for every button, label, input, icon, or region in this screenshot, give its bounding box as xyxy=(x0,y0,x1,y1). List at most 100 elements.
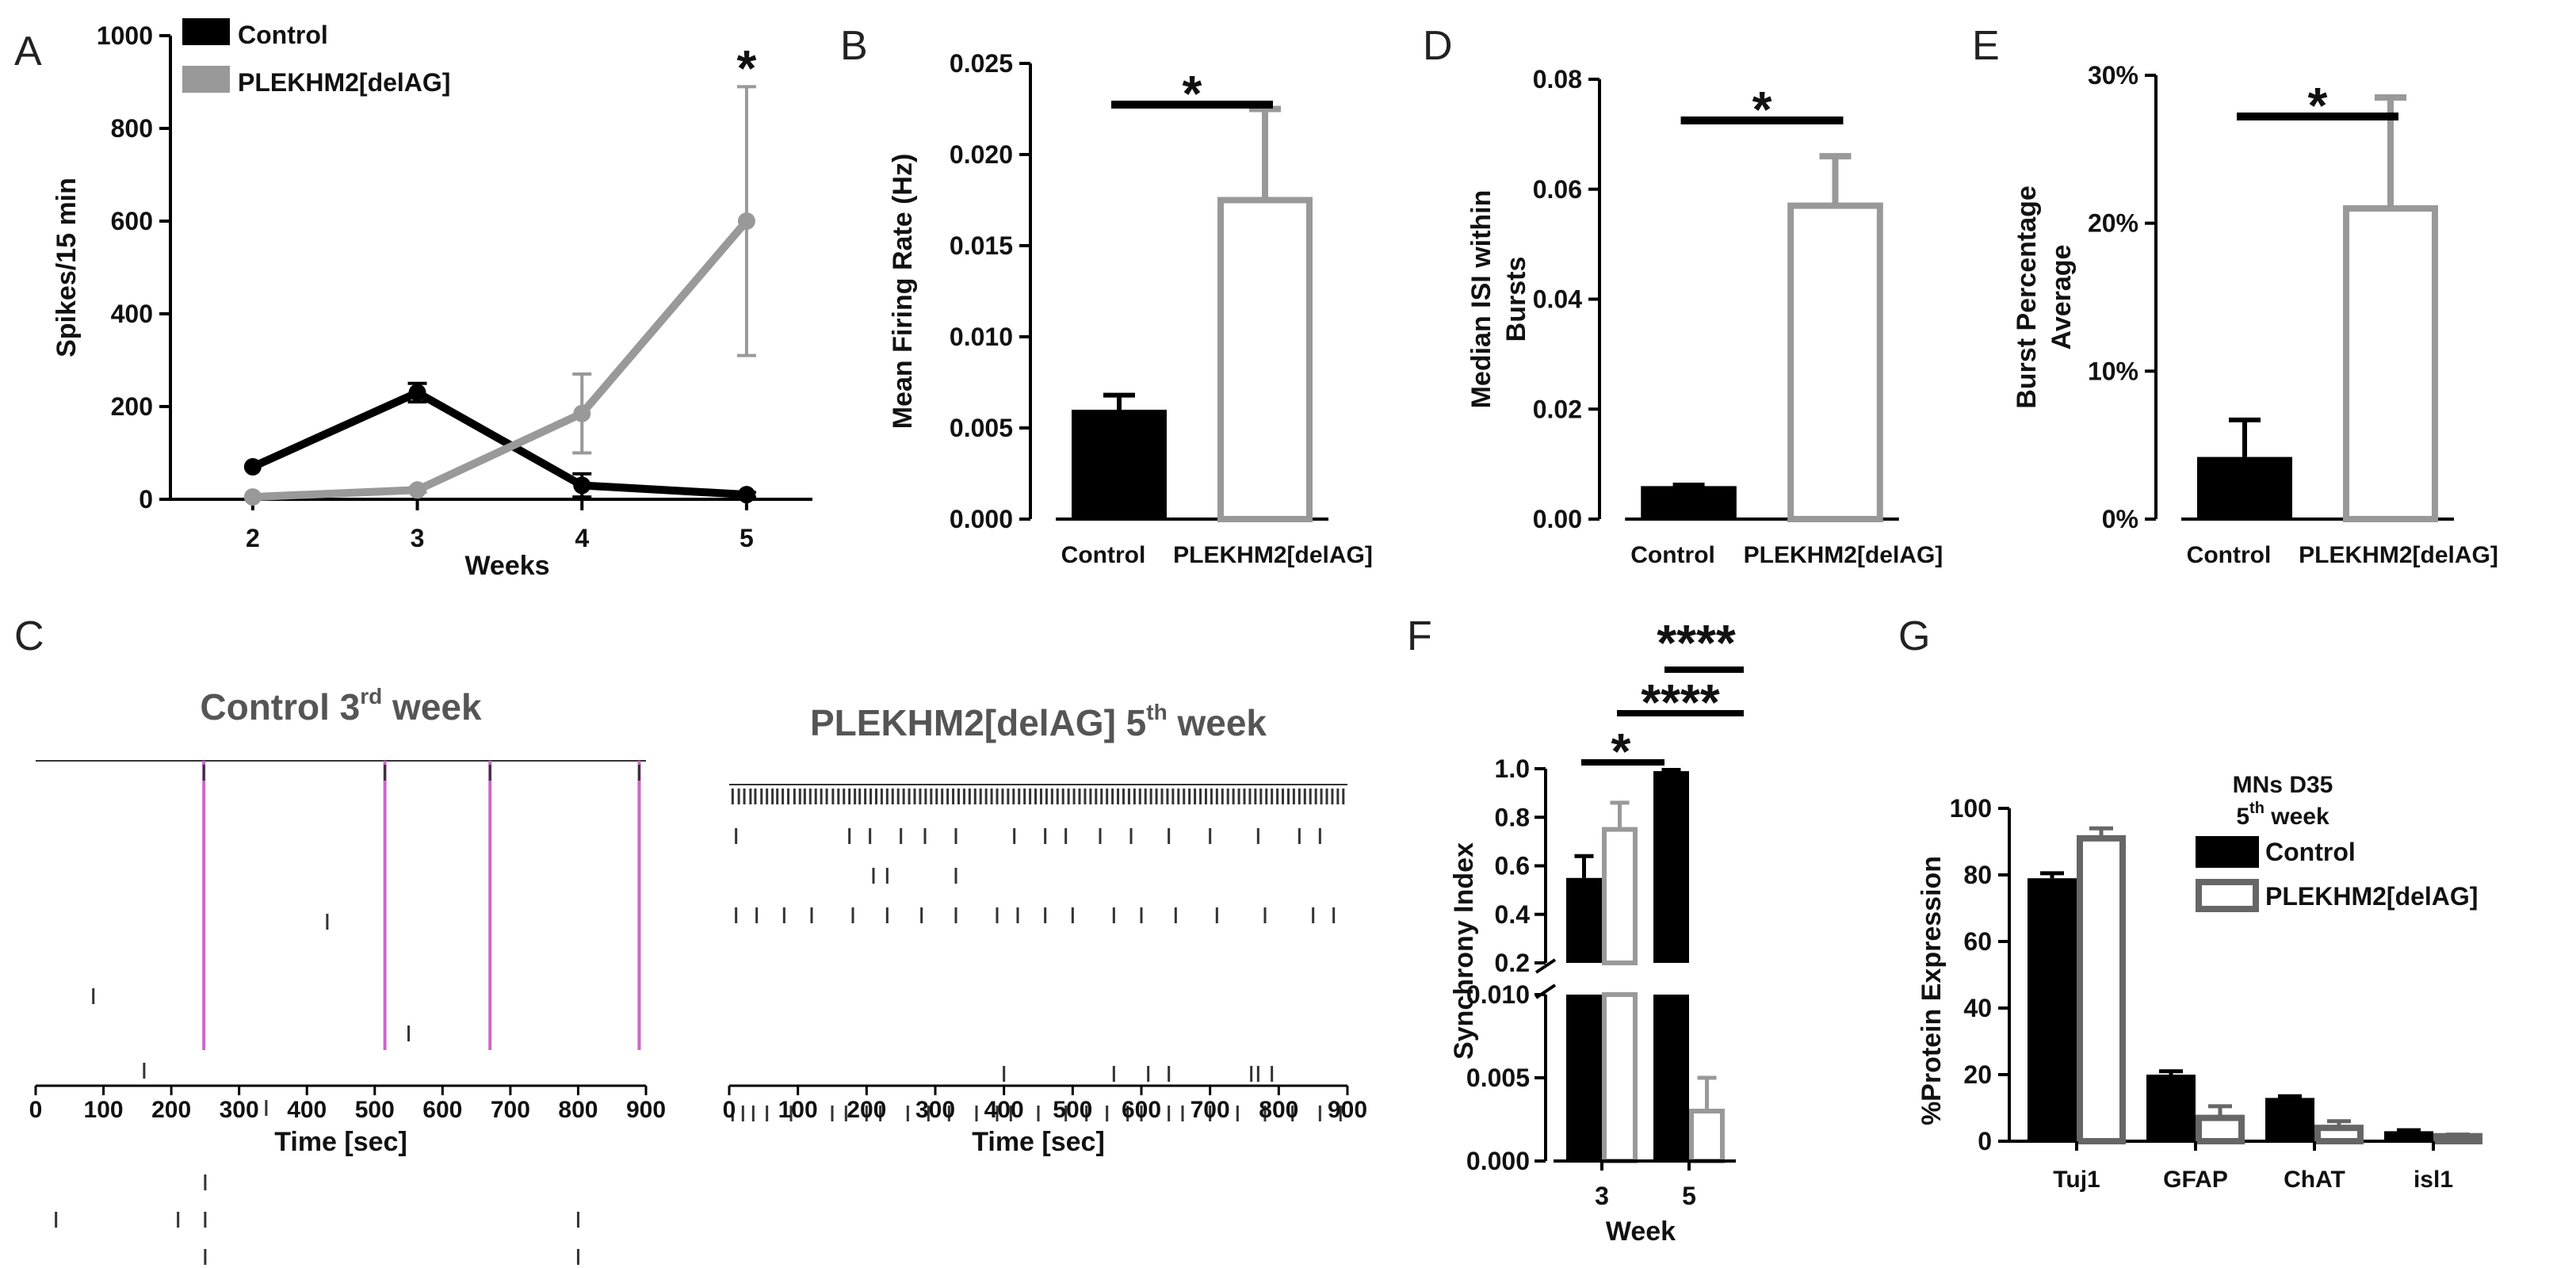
f-y-tick-label: 0.2 xyxy=(1495,949,1530,977)
a-y-tick-label: 600 xyxy=(111,207,153,235)
g-y-tick-label: 40 xyxy=(1963,994,1992,1022)
d-y-tick-label: 0.08 xyxy=(1533,65,1582,94)
d-y-tick-label: 0.02 xyxy=(1533,395,1582,423)
a-y-tick-label: 0 xyxy=(139,485,153,514)
d-y-axis-title-line2: Bursts xyxy=(1501,257,1531,342)
g-legend-label-mutant: PLEKHM2[delAG] xyxy=(2265,882,2478,911)
a-x-tick-label: 4 xyxy=(575,524,589,552)
c-control-x-tick-label: 100 xyxy=(84,1097,124,1123)
panel-label-e: E xyxy=(1972,23,2000,69)
f-y-tick-label: 0.005 xyxy=(1466,1064,1530,1092)
f-y-tick-label: 0.4 xyxy=(1495,900,1531,929)
b-y-tick-label: 0.010 xyxy=(950,323,1013,351)
a-y-tick-label: 200 xyxy=(111,392,153,421)
b-x-label-mutant: PLEKHM2[delAG] xyxy=(1173,542,1373,568)
a-y-axis-title: Spikes/15 min xyxy=(52,178,82,357)
a-y-tick-label: 1000 xyxy=(97,21,153,50)
a-y-tick-label: 400 xyxy=(111,300,153,328)
g-bar-mutant xyxy=(2196,1114,2245,1144)
c-control-title: Control 3rd week xyxy=(200,684,482,728)
g-bar-control xyxy=(2384,1131,2433,1141)
g-y-tick-label: 0 xyxy=(1978,1127,1992,1155)
f-y-axis-title: Synchrony Index xyxy=(1449,842,1479,1060)
g-legend-swatch-control xyxy=(2196,836,2259,868)
e-y-tick-label: 10% xyxy=(2088,357,2138,385)
e-y-axis-title-line2: Average xyxy=(2047,245,2077,350)
c-control-x-tick-label: 900 xyxy=(626,1097,666,1123)
a-mutant-point xyxy=(408,481,426,499)
b-x-label-control: Control xyxy=(1061,542,1146,568)
c-control-x-tick-label: 800 xyxy=(558,1097,598,1123)
a-x-axis-title: Weeks xyxy=(464,551,549,581)
c-control-x-tick-label: 600 xyxy=(422,1097,462,1123)
g-y-tick-label: 60 xyxy=(1963,927,1992,956)
f-y-tick-label: 1.0 xyxy=(1495,754,1530,783)
g-y-tick-label: 100 xyxy=(1950,794,1992,823)
d-y-axis-title-line1: Median ISI within xyxy=(1466,190,1496,409)
a-control-line xyxy=(250,388,747,499)
g-legend-title-line1: MNs D35 xyxy=(2233,772,2333,798)
g-legend-swatch-mutant xyxy=(2196,879,2259,912)
b-bar-mutant xyxy=(1217,197,1313,522)
c-mutant-x-tick-label: 500 xyxy=(1053,1097,1092,1123)
panel-g-bar-chart: 0 20 40 60 80 100 %Protein Expression Tuj1 GFAP C… xyxy=(1917,772,2482,1193)
g-bar-control xyxy=(2146,1075,2196,1141)
c-mutant-x-tick-label: 200 xyxy=(847,1097,886,1123)
a-mutant-point xyxy=(573,404,591,422)
e-bar-control xyxy=(2197,456,2292,519)
panel-label-f: F xyxy=(1407,613,1432,659)
a-control-point xyxy=(573,476,591,495)
e-y-axis-title-line1: Burst Percentage xyxy=(2012,185,2042,409)
panel-label-d: D xyxy=(1423,23,1453,69)
g-bar-control xyxy=(2028,878,2077,1141)
d-x-label-mutant: PLEKHM2[delAG] xyxy=(1744,542,1943,568)
a-legend-label-mutant: PLEKHM2[delAG] xyxy=(238,68,450,97)
d-bar-mutant xyxy=(1787,202,1883,522)
g-x-tick-label: Tuj1 xyxy=(2053,1167,2100,1193)
f-significance-star: **** xyxy=(1657,614,1736,671)
d-bar-control xyxy=(1641,486,1737,519)
b-y-tick-label: 0.005 xyxy=(950,414,1013,442)
a-mutant-point xyxy=(243,488,262,506)
panel-label-b: B xyxy=(840,23,868,69)
a-significance-star: * xyxy=(736,40,756,97)
a-mutant-line xyxy=(252,218,750,502)
b-y-tick-label: 0.000 xyxy=(950,505,1013,533)
g-y-tick-label: 80 xyxy=(1963,861,1992,889)
c-control-x-tick-label: 300 xyxy=(220,1097,259,1123)
a-x-tick-label: 3 xyxy=(411,524,425,552)
c-mutant-x-tick-label: 800 xyxy=(1259,1097,1298,1123)
f-y-tick-label: 0.6 xyxy=(1495,852,1530,880)
a-legend-swatch-control xyxy=(182,18,230,45)
c-mutant-x-tick-label: 900 xyxy=(1328,1097,1367,1123)
c-control-x-tick-label: 700 xyxy=(491,1097,530,1123)
a-x-tick-label: 5 xyxy=(740,524,754,552)
g-bar-mutant xyxy=(2314,1125,2364,1144)
f-y-tick-label: 0.8 xyxy=(1495,803,1530,831)
b-y-axis-title: Mean Firing Rate (Hz) xyxy=(888,154,918,430)
f-bar-mutant-lower xyxy=(1602,992,1638,1163)
g-y-axis-title: %Protein Expression xyxy=(1917,856,1947,1125)
d-x-label-control: Control xyxy=(1630,542,1715,568)
panel-a-line-chart: 0 200 400 600 800 1000 2 3 4 5 Weeks Spikes/15 min *… xyxy=(52,18,812,581)
e-y-tick-label: 20% xyxy=(2088,209,2138,238)
f-x-tick-label: 5 xyxy=(1682,1182,1696,1210)
b-y-tick-label: 0.020 xyxy=(950,140,1013,169)
f-bar-control-lower xyxy=(1566,995,1602,1161)
b-significance-star: * xyxy=(1183,65,1202,122)
g-bar-mutant xyxy=(2433,1132,2482,1144)
c-mutant-x-tick-label: 0 xyxy=(723,1097,736,1123)
b-y-tick-label: 0.025 xyxy=(950,49,1013,78)
f-x-tick-label: 3 xyxy=(1595,1182,1609,1210)
g-legend-title-number: 5 xyxy=(2236,804,2249,830)
b-bar-control xyxy=(1072,410,1167,519)
e-y-tick-label: 30% xyxy=(2088,61,2138,90)
b-y-tick-label: 0.015 xyxy=(950,231,1013,260)
f-x-axis-title: Week xyxy=(1606,1216,1676,1247)
c-control-x-tick-label: 500 xyxy=(355,1097,395,1123)
a-control-point xyxy=(408,384,426,402)
c-control-title-tail: week xyxy=(382,686,482,728)
c-mutant-title-sup: th xyxy=(1146,700,1167,724)
g-x-tick-label: isl1 xyxy=(2414,1167,2453,1193)
